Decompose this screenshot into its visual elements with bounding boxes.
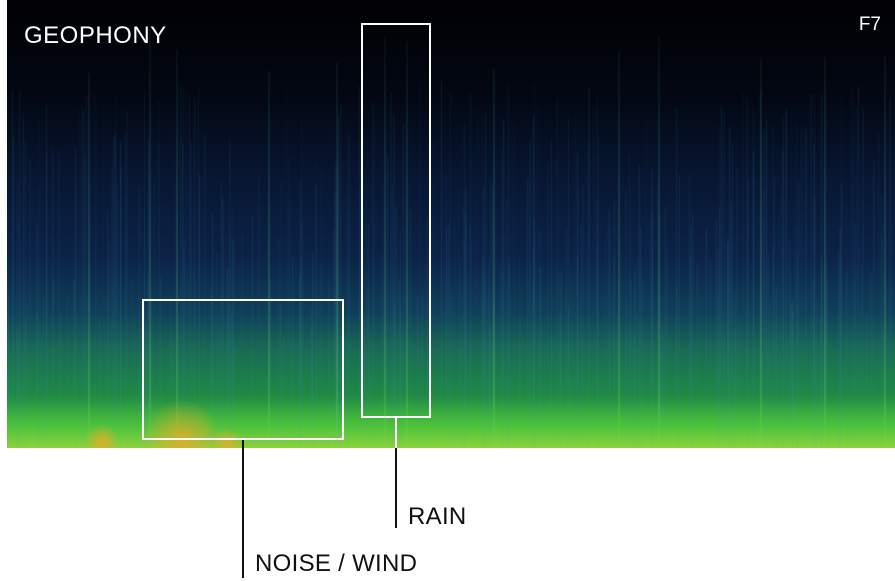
rain-highlight-box [361,23,431,418]
rain-leader-line [395,448,397,528]
noise-wind-label: NOISE / WIND [255,550,418,577]
spectrogram-image [7,0,895,448]
panel-title: GEOPHONY [24,22,167,49]
rain-leader-line-upper [395,418,397,448]
rain-label: RAIN [408,503,467,530]
figure-label: F7 [858,14,881,35]
noise-wind-leader-line [242,440,244,578]
noise-wind-highlight-box [142,299,344,440]
